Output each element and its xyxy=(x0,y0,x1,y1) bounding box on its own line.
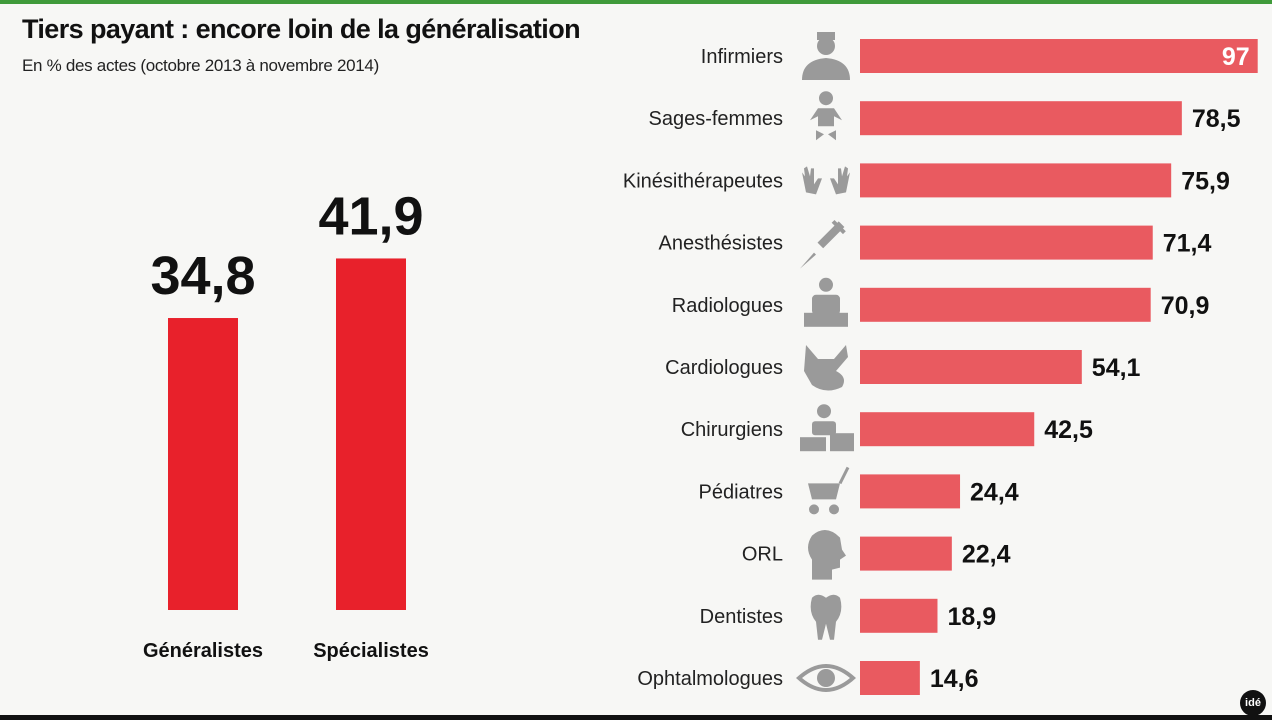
hbar-value-5: 54,1 xyxy=(1092,354,1141,382)
head-icon xyxy=(808,530,846,580)
category-label-1: Spécialistes xyxy=(313,640,429,662)
value-label-0: 34,8 xyxy=(150,246,255,306)
hbar-value-6: 42,5 xyxy=(1044,416,1093,444)
hbar-value-1: 78,5 xyxy=(1192,105,1241,133)
bottom-line xyxy=(0,715,1272,720)
hbar-2 xyxy=(860,163,1172,198)
ide-logo: idé xyxy=(1240,690,1266,716)
hbar-value-9: 18,9 xyxy=(947,603,996,631)
hbar-1 xyxy=(860,101,1182,136)
radiology-icon xyxy=(804,277,848,327)
hbar-value-10: 14,6 xyxy=(930,665,979,693)
heart-icon xyxy=(804,345,848,391)
bar-0 xyxy=(168,318,238,610)
bar-1 xyxy=(336,258,406,610)
tooth-icon xyxy=(810,594,842,640)
value-label-1: 41,9 xyxy=(318,186,423,246)
hbar-category-9: Dentistes xyxy=(700,606,783,628)
hbar-value-4: 70,9 xyxy=(1161,292,1210,320)
hbar-category-2: Kinésithérapeutes xyxy=(623,170,783,192)
hbar-7 xyxy=(860,474,961,509)
category-label-0: Généralistes xyxy=(143,640,263,662)
hbar-category-8: ORL xyxy=(742,544,783,566)
hbar-category-0: Infirmiers xyxy=(701,46,783,68)
hbar-8 xyxy=(860,536,952,571)
hbar-category-6: Chirurgiens xyxy=(681,419,783,441)
hbar-value-0: 97 xyxy=(1222,43,1250,71)
hbar-value-2: 75,9 xyxy=(1181,167,1230,195)
hbar-value-8: 22,4 xyxy=(962,541,1011,569)
nurse-icon xyxy=(802,32,850,80)
hbar-9 xyxy=(860,598,938,633)
hbar-3 xyxy=(860,225,1153,260)
hands-icon xyxy=(802,166,850,195)
hbar-0 xyxy=(860,39,1258,73)
hbar-value-7: 24,4 xyxy=(970,478,1019,506)
stroller-icon xyxy=(808,466,850,515)
hbar-4 xyxy=(860,287,1151,322)
hbar-category-10: Ophtalmologues xyxy=(637,668,783,690)
hbar-10 xyxy=(860,661,920,695)
hbar-category-1: Sages-femmes xyxy=(649,108,784,130)
hbar-5 xyxy=(860,350,1082,384)
hbar-category-5: Cardiologues xyxy=(665,357,783,379)
chart-subtitle: En % des actes (octobre 2013 à novembre … xyxy=(22,56,379,75)
hbar-value-3: 71,4 xyxy=(1163,230,1212,258)
top-accent-line xyxy=(0,0,1272,4)
baby-icon xyxy=(810,91,842,141)
hbar-category-7: Pédiatres xyxy=(699,481,784,503)
eye-icon xyxy=(796,664,856,692)
syringe-icon xyxy=(800,219,846,269)
hbar-category-4: Radiologues xyxy=(672,295,783,317)
surgeon-icon xyxy=(800,404,854,452)
chart-title: Tiers payant : encore loin de la général… xyxy=(22,14,581,44)
hbar-6 xyxy=(860,412,1035,447)
hbar-category-3: Anesthésistes xyxy=(658,233,783,255)
